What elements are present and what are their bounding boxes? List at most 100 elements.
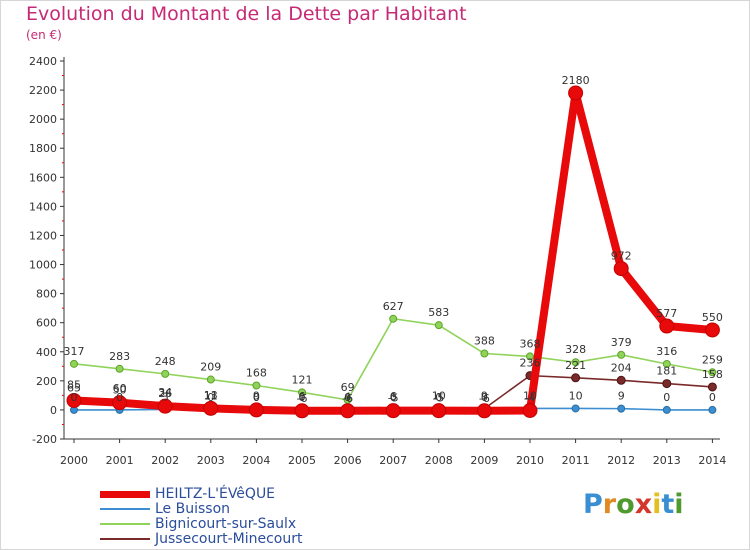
data-point	[522, 403, 538, 419]
data-point	[617, 350, 626, 359]
data-label: -5	[388, 392, 399, 405]
data-label: -4	[525, 392, 536, 405]
data-label: 158	[702, 368, 723, 381]
data-point	[662, 379, 672, 389]
data-label: 0	[481, 391, 488, 404]
data-label: 379	[611, 336, 632, 349]
data-label: 627	[383, 300, 404, 313]
logo-letter: o	[616, 489, 635, 520]
y-tick-label: 600	[36, 317, 57, 330]
data-label: 0	[71, 391, 78, 404]
data-point	[431, 403, 447, 419]
data-label: 0	[435, 391, 442, 404]
legend-item: Jussecourt-Minecourt	[100, 531, 360, 547]
logo-letter: r	[602, 489, 617, 520]
data-label: -6	[297, 392, 308, 405]
x-tick-label: 2006	[334, 454, 362, 467]
data-point	[704, 322, 720, 338]
data-label: 13	[204, 389, 218, 402]
y-tick-label: 800	[36, 288, 57, 301]
data-label: 50	[113, 384, 127, 397]
data-point	[708, 405, 717, 414]
chart-title: Evolution du Montant de la Dette par Hab…	[26, 3, 467, 25]
x-tick-label: 2001	[106, 454, 134, 467]
data-label: 34	[158, 386, 172, 399]
data-label: 221	[565, 359, 586, 372]
data-point	[389, 314, 398, 323]
data-label: 0	[253, 391, 260, 404]
data-label: 168	[246, 366, 267, 379]
data-point	[613, 261, 629, 277]
data-label: 6	[299, 390, 306, 403]
data-label: -6	[342, 392, 353, 405]
x-tick-label: 2002	[151, 454, 179, 467]
data-point	[659, 318, 675, 334]
data-label: -5	[433, 392, 444, 405]
data-point	[476, 403, 492, 419]
data-label: 204	[611, 361, 632, 374]
data-label: 69	[341, 381, 355, 394]
data-point	[298, 388, 306, 397]
data-label: 2180	[562, 74, 590, 87]
legend-swatch	[100, 523, 150, 525]
data-label: 11	[204, 389, 218, 402]
x-tick-label: 2005	[288, 454, 316, 467]
x-tick-label: 2003	[197, 454, 225, 467]
data-point	[707, 382, 717, 392]
data-label: 0	[390, 391, 397, 404]
logo-letter: x	[634, 489, 653, 520]
data-label: 388	[474, 335, 495, 348]
data-label: 10	[432, 389, 446, 402]
data-label: 65	[67, 381, 81, 394]
data-point	[662, 405, 671, 414]
data-point	[157, 398, 173, 414]
data-label: 0	[116, 391, 123, 404]
x-tick-label: 2007	[379, 454, 407, 467]
y-tick-label: 1200	[29, 229, 57, 242]
data-label: 328	[565, 343, 586, 356]
data-label: 10	[569, 389, 583, 402]
data-point	[252, 381, 261, 390]
logo-letter: t	[661, 489, 675, 520]
data-label: 248	[155, 355, 176, 368]
y-tick-label: 1600	[29, 171, 57, 184]
data-label: 4	[344, 390, 351, 403]
x-tick-label: 2004	[242, 454, 270, 467]
logo-letter: i	[674, 489, 684, 520]
data-label: 236	[520, 357, 541, 370]
data-point	[708, 368, 717, 377]
chart-unit-label: (en €)	[26, 28, 62, 42]
y-tick-label: 1800	[29, 142, 57, 155]
data-point	[206, 375, 215, 384]
data-label: -6	[479, 392, 490, 405]
legend-item: HEILTZ-L'ÉVêQUE	[100, 486, 360, 502]
data-label: 283	[109, 350, 130, 363]
data-point	[616, 375, 626, 385]
data-point	[571, 373, 581, 383]
data-label: 10	[523, 389, 537, 402]
data-point	[115, 364, 124, 373]
data-label: 577	[656, 307, 677, 320]
x-tick-label: 2008	[425, 454, 453, 467]
y-tick-label: -200	[32, 433, 57, 446]
y-tick-label: 1400	[29, 200, 57, 213]
data-label: 583	[428, 306, 449, 319]
legend-item: Le Buisson	[100, 501, 360, 517]
y-tick-label: 1000	[29, 259, 57, 272]
x-tick-label: 2012	[607, 454, 635, 467]
data-label: 85	[67, 379, 81, 392]
y-tick-label: 0	[50, 404, 57, 417]
data-point	[526, 352, 534, 361]
data-label: 0	[709, 391, 716, 404]
data-point	[161, 369, 170, 378]
legend-swatch	[100, 508, 150, 510]
y-tick-label: 2400	[29, 55, 57, 68]
data-label: 9	[618, 390, 625, 403]
data-label: 0	[299, 391, 306, 404]
x-tick-label: 2009	[470, 454, 498, 467]
x-tick-label: 2010	[516, 454, 544, 467]
data-label: 972	[611, 250, 632, 263]
logo-letter: i	[652, 489, 662, 520]
data-label: 26	[158, 387, 172, 400]
